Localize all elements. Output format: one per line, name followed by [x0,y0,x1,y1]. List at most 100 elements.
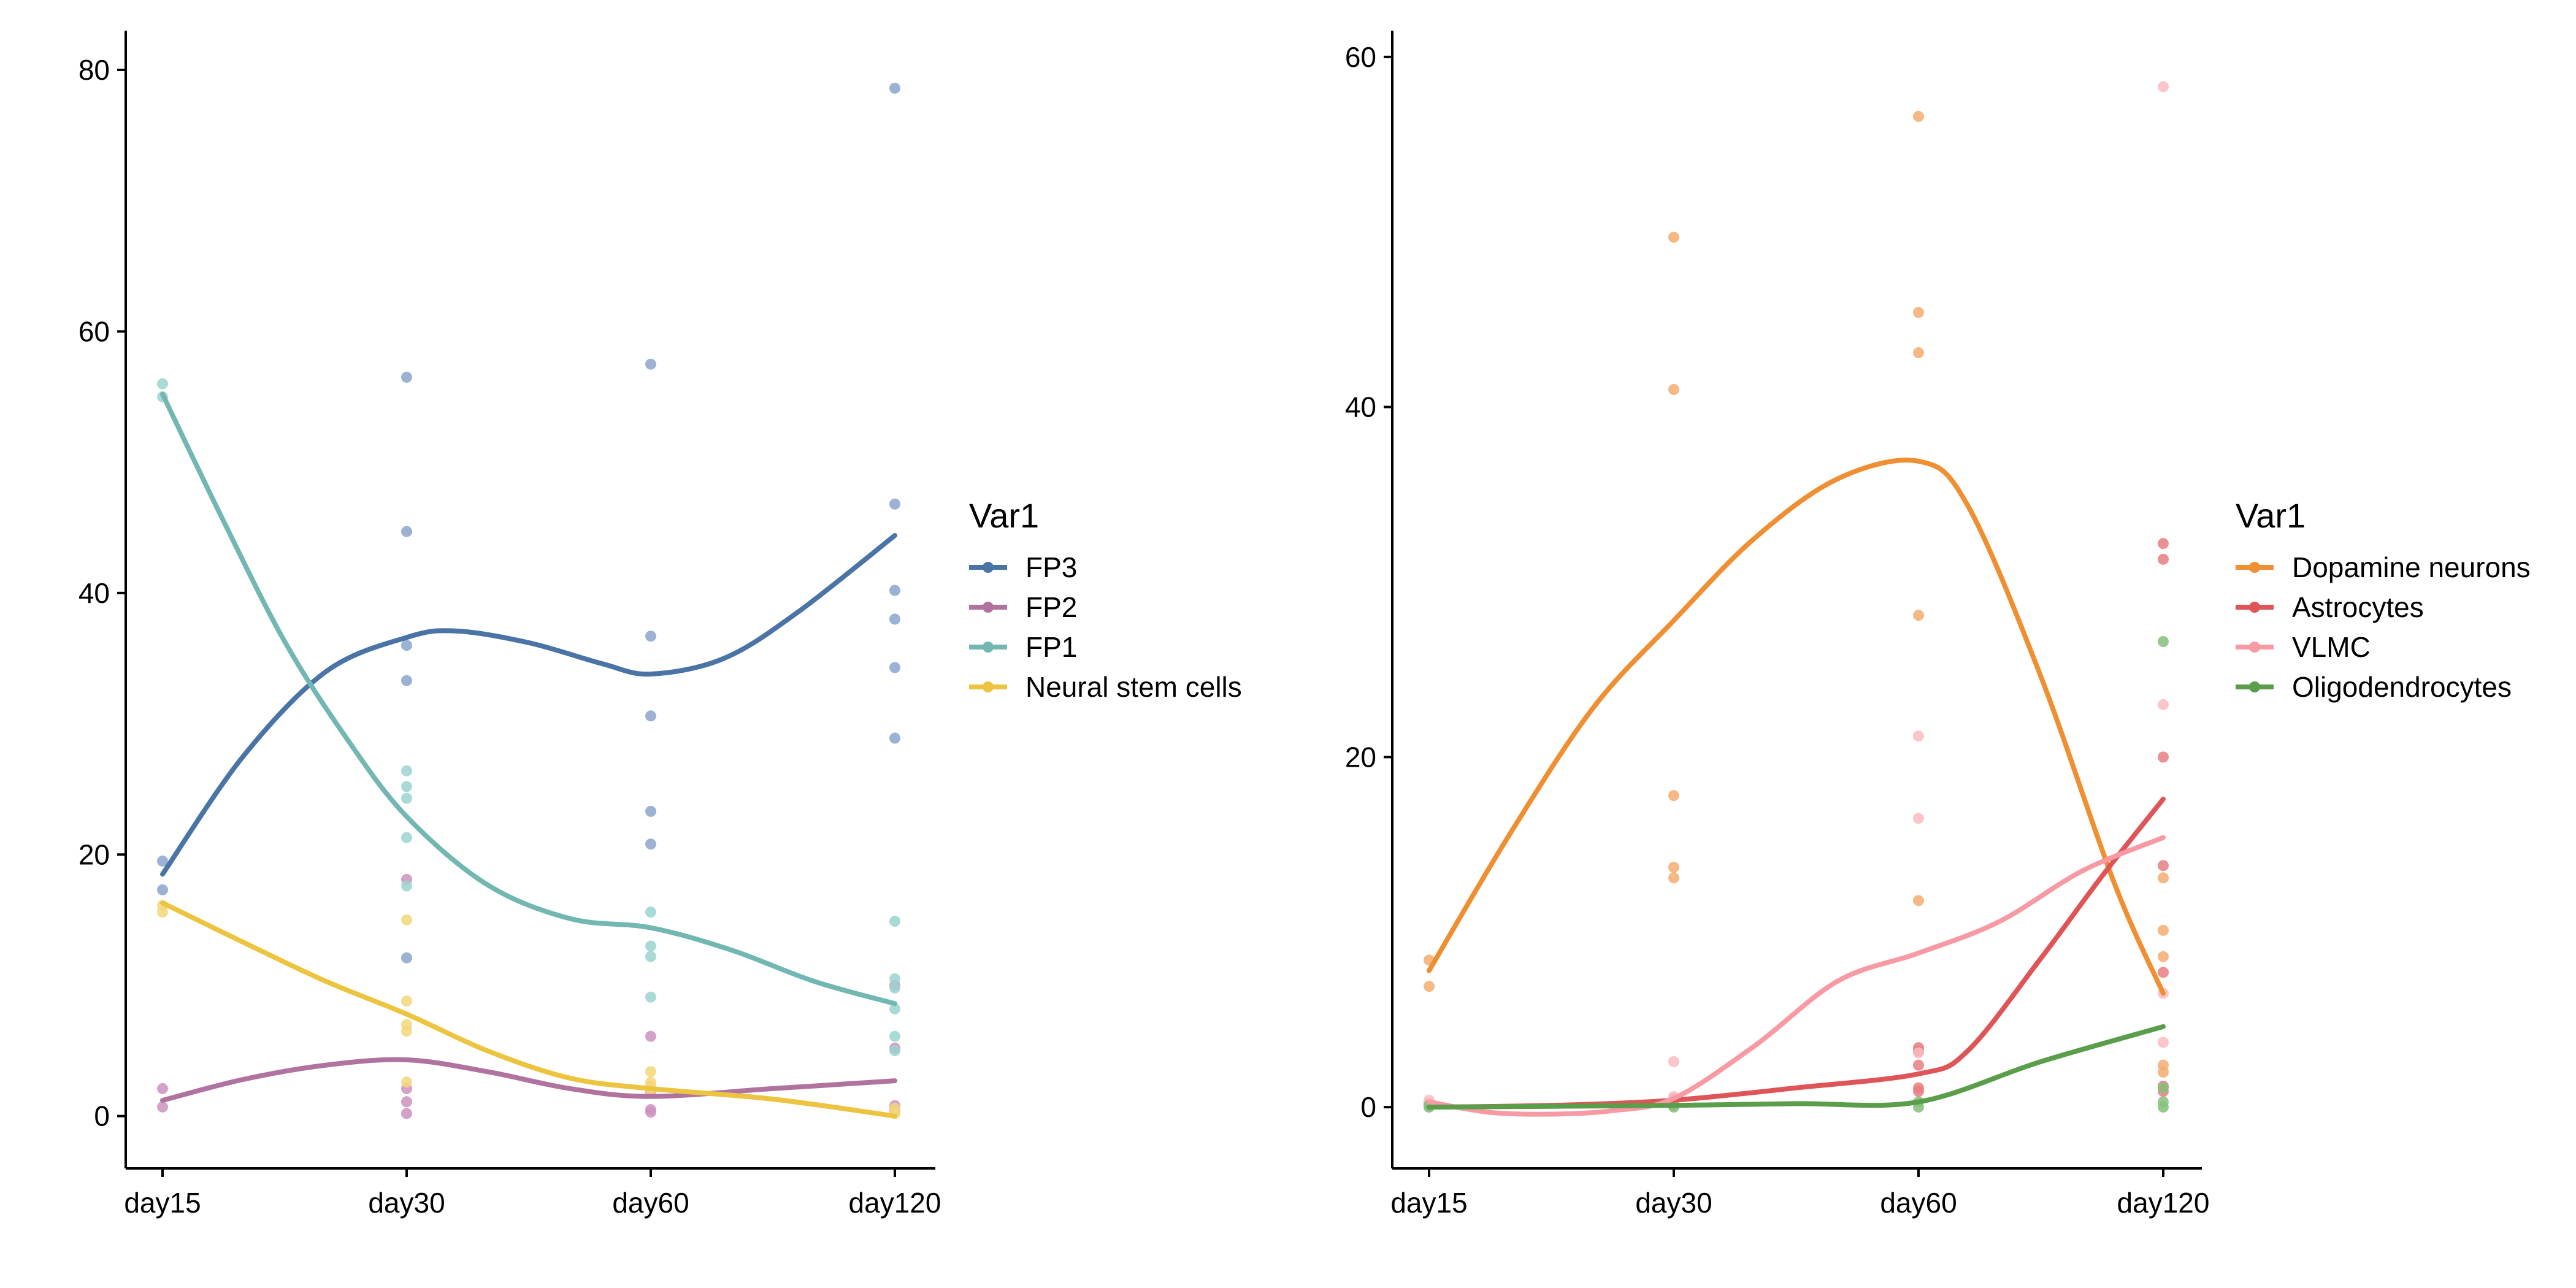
data-point [645,951,656,962]
legend-item-vlmc: VLMC [2236,631,2371,663]
trend-line-astrocytes [1427,796,2166,1110]
data-point [2158,951,2169,962]
data-point [1913,1047,1924,1059]
data-point [645,838,656,850]
legend-swatch-point [2249,681,2260,692]
right-panel: 0 20 40 60 day15 day30 day60 day120 Var1 Dopamine… [1345,31,2531,1219]
data-point [1913,1086,1924,1097]
x-tick-label: day120 [2117,1187,2210,1219]
trend-line-dopamine-neurons [1427,458,2166,996]
legend-item-fp2: FP2 [969,591,1077,623]
data-point [157,378,168,389]
data-point [2158,1082,2169,1094]
data-point [1913,895,1924,907]
legend-swatch-point [983,562,994,573]
data-point [889,613,900,625]
data-point [401,792,412,804]
data-point [889,1003,900,1014]
data-point [401,372,412,383]
data-point [889,973,900,984]
data-point [889,1030,900,1042]
left-panel: 0 20 40 60 80 day15 day30 day60 day120 Var1 FP3 FP2… [79,31,1242,1219]
data-point [645,940,656,952]
legend: Var1 FP3 FP2 FP1 Neural stem cells [969,496,1242,703]
data-point [645,805,656,817]
data-point [2158,1037,2169,1048]
data-point [401,880,412,892]
data-point [401,675,412,686]
y-tick-label: 60 [1345,41,1376,73]
trend-line-fp3 [160,533,897,877]
data-point [401,832,412,843]
legend-item-fp3: FP3 [969,551,1077,583]
y-tick-label: 0 [1360,1091,1376,1123]
data-point [401,526,412,537]
data-point [2158,924,2169,936]
legend-label: Dopamine neurons [2292,551,2531,583]
data-point [889,1045,900,1057]
data-point [889,916,900,927]
data-point [157,855,168,867]
data-point [157,1101,168,1113]
x-tick-label: day30 [1635,1187,1712,1219]
legend-label: Neural stem cells [1025,671,1242,703]
series-points-astrocytes [1424,538,2169,1111]
data-point [2158,751,2169,763]
data-point [1668,872,1679,884]
trend-line-vlmc [1427,835,2166,1117]
data-point [645,1106,656,1118]
legend-label: FP2 [1025,591,1077,623]
legend-label: VLMC [2292,631,2371,663]
data-point [1668,384,1679,396]
x-tick-label: day120 [849,1187,941,1219]
data-point [1668,1056,1679,1067]
data-point [1913,730,1924,742]
x-tick-label: day30 [368,1187,445,1219]
legend-swatch-point [2249,602,2260,613]
legend-swatch-point [983,681,994,692]
data-point [2158,553,2169,565]
y-tick-label: 40 [1345,391,1376,423]
data-point [2158,699,2169,710]
data-point [401,1076,412,1088]
data-point [401,765,412,776]
data-point [1913,347,1924,359]
data-point [1668,790,1679,802]
data-point [2158,1102,2169,1113]
data-point [645,991,656,1003]
data-point [1913,307,1924,318]
data-point [1913,1059,1924,1071]
data-point [889,982,900,994]
series-points-dopamine-neurons [1424,110,2169,1078]
legend: Var1 Dopamine neurons Astrocytes VLMC Oligod… [2236,496,2531,703]
legend-label: Oligodendrocytes [2292,671,2512,703]
data-point [645,1066,656,1078]
data-point [1913,813,1924,824]
y-tick-label: 20 [1345,741,1376,773]
data-point [1913,110,1924,122]
data-point [889,585,900,596]
data-point [157,884,168,895]
legend-item-dopamine-neurons: Dopamine neurons [2236,551,2531,583]
legend-label: Astrocytes [2292,591,2424,623]
series-points-fp3 [157,82,900,964]
trend-line-fp2 [160,1057,897,1103]
legend-item-fp1: FP1 [969,631,1077,663]
x-tick-label: day60 [612,1187,689,1219]
data-point [1913,610,1924,621]
data-point [157,1083,168,1094]
data-point [645,1030,656,1042]
legend-item-astrocytes: Astrocytes [2236,591,2424,623]
data-point [2158,860,2169,872]
trend-line-oligodendrocytes [1427,1024,2166,1110]
data-point [1668,231,1679,243]
data-point [401,952,412,964]
legend-swatch-point [2249,562,2260,573]
data-point [401,995,412,1007]
data-point [2158,1067,2169,1078]
data-point [889,662,900,673]
data-point [2158,81,2169,93]
x-tick-label: day15 [1390,1187,1467,1219]
legend-swatch-point [983,602,994,613]
trend-line-fp1 [160,391,897,1006]
